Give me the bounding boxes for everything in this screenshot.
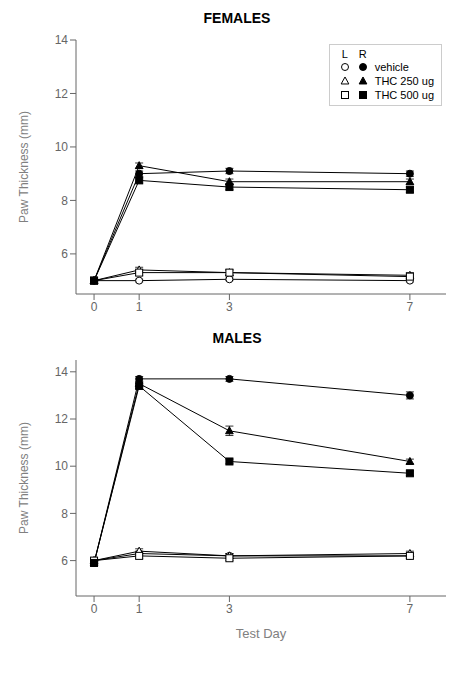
html-text:R: R xyxy=(358,48,367,60)
svg-text:Paw Thickness (mm): Paw Thickness (mm) xyxy=(17,422,31,534)
svg-text:Test Day: Test Day xyxy=(236,626,287,641)
svg-text:6: 6 xyxy=(61,554,68,568)
svg-text:8: 8 xyxy=(61,507,68,521)
svg-text:10: 10 xyxy=(55,140,69,154)
svg-text:14: 14 xyxy=(55,33,69,47)
svg-text:12: 12 xyxy=(55,412,69,426)
html-text:L: L xyxy=(341,48,348,60)
html-text:MALES: MALES xyxy=(212,330,262,346)
svg-text:1: 1 xyxy=(136,300,143,314)
svg-text:0: 0 xyxy=(91,300,98,314)
svg-text:6: 6 xyxy=(61,247,68,261)
svg-text:7: 7 xyxy=(407,300,414,314)
svg-text:0: 0 xyxy=(91,602,98,616)
svg-text:1: 1 xyxy=(136,602,143,616)
html-text:THC 500 ug: THC 500 ug xyxy=(374,89,434,101)
svg-text:8: 8 xyxy=(61,194,68,208)
svg-text:12: 12 xyxy=(55,87,69,101)
svg-text:3: 3 xyxy=(226,300,233,314)
html-text:THC 250 ug: THC 250 ug xyxy=(374,75,434,87)
html-text:vehicle: vehicle xyxy=(374,61,409,73)
svg-text:Paw Thickness (mm): Paw Thickness (mm) xyxy=(17,111,31,223)
svg-text:3: 3 xyxy=(226,602,233,616)
svg-text:7: 7 xyxy=(407,602,414,616)
svg-text:10: 10 xyxy=(55,459,69,473)
svg-text:14: 14 xyxy=(55,365,69,379)
html-text:FEMALES: FEMALES xyxy=(203,10,271,26)
